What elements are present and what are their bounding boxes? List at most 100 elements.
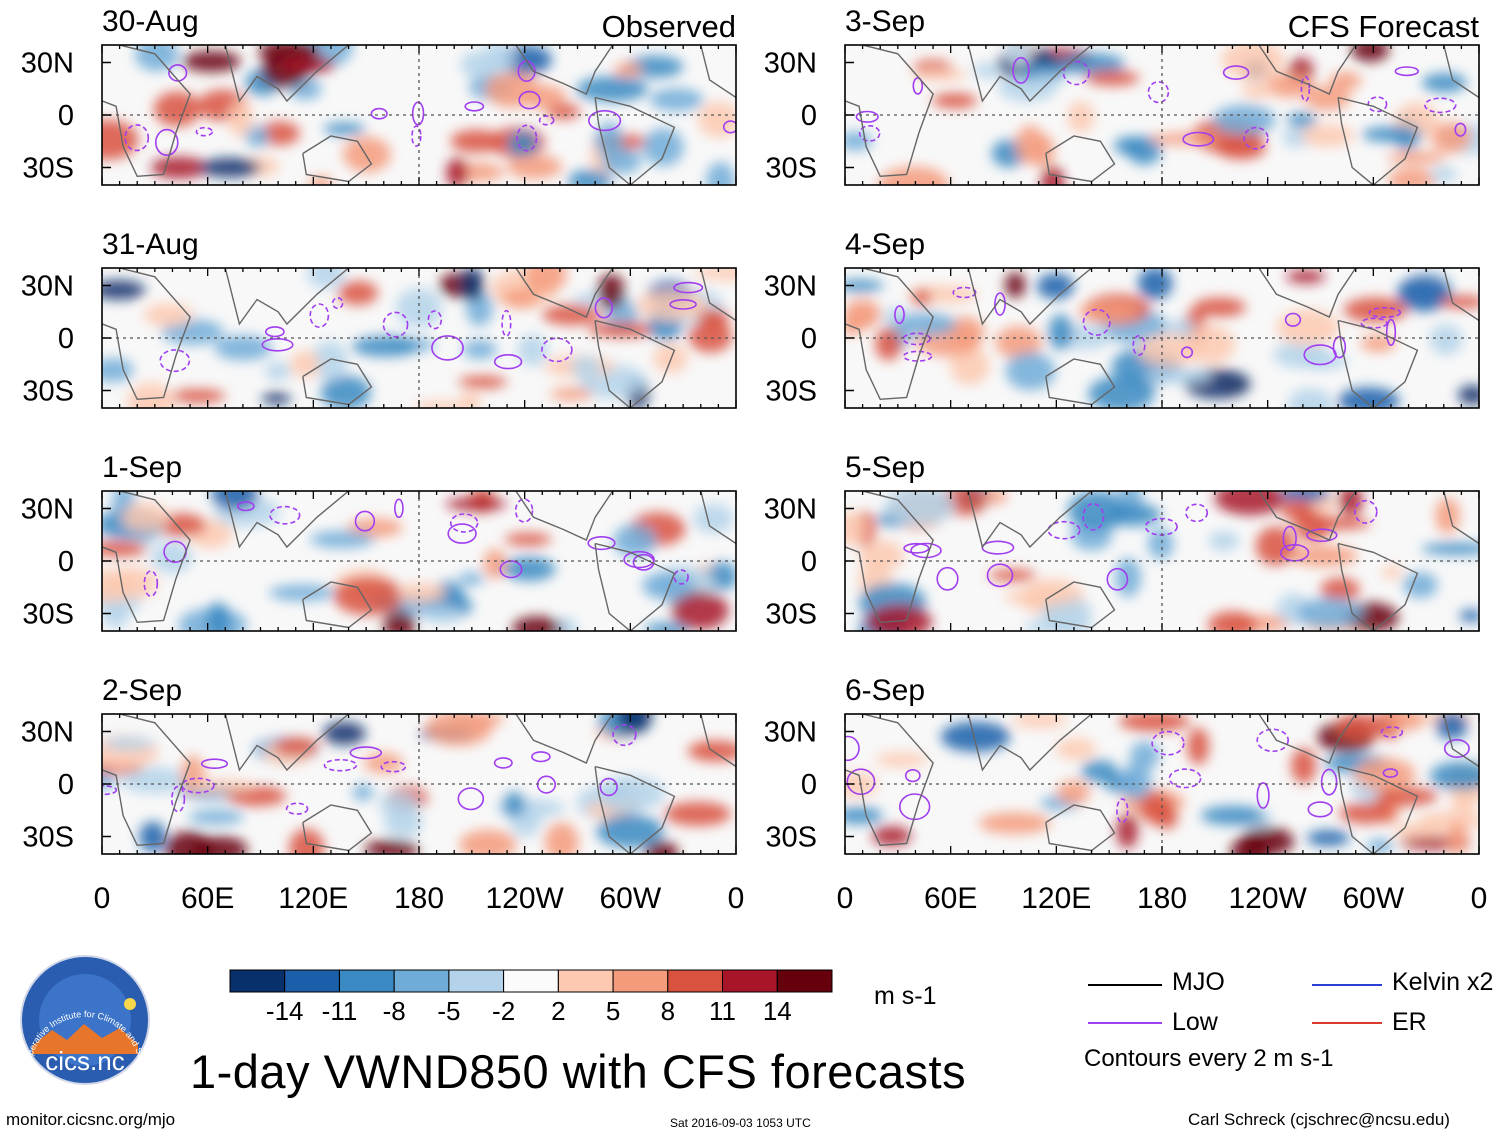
- anomaly-blob: [644, 622, 690, 631]
- low-contour: [380, 760, 407, 773]
- anomaly-blob: [121, 502, 170, 533]
- x-tick-label: 0: [94, 882, 111, 915]
- anomaly-blob: [153, 91, 201, 127]
- y-tick-label: 30N: [764, 48, 817, 80]
- panel-date-label: 5-Sep: [845, 451, 925, 484]
- anomaly-blob: [1208, 530, 1240, 552]
- coastline: [1045, 581, 1116, 629]
- anomaly-blob: [1387, 168, 1437, 185]
- anomaly-blob: [845, 511, 868, 546]
- anomaly-blob: [1296, 597, 1363, 630]
- anomaly-blob: [1187, 727, 1210, 765]
- low-contour: [1382, 768, 1399, 778]
- anomaly-blob: [932, 92, 978, 109]
- anomaly-blob: [1118, 714, 1190, 732]
- anomaly-blob: [214, 335, 272, 361]
- low-contour: [902, 332, 931, 346]
- y-tick-label: 30S: [765, 822, 817, 854]
- anomaly-blob: [866, 604, 932, 631]
- low-contour: [1182, 131, 1215, 147]
- anomaly-blob: [258, 121, 300, 146]
- coastline: [302, 581, 373, 629]
- low-contour: [1168, 768, 1202, 789]
- low-contour: [370, 107, 388, 120]
- low-contour: [261, 337, 294, 352]
- y-tick-label: 30S: [765, 153, 817, 185]
- anomaly-blob: [1041, 166, 1065, 185]
- anomaly-blob: [1446, 822, 1469, 854]
- low-contour: [1424, 97, 1457, 114]
- panel-0-2: [101, 490, 737, 632]
- footer-timestamp: Sat 2016-09-03 1053 UTC: [670, 1116, 811, 1130]
- low-contour: [447, 523, 477, 544]
- y-tick-label: 30N: [21, 494, 74, 526]
- y-tick-label: 30S: [22, 153, 74, 185]
- low-contour: [1256, 782, 1270, 809]
- anomaly-blob: [1421, 542, 1479, 555]
- legend-kelvin-line: [1312, 984, 1382, 986]
- wind-anomaly-field: [102, 491, 736, 631]
- coastline: [1337, 542, 1419, 631]
- anomaly-blob: [845, 279, 884, 292]
- anomaly-blob: [1088, 375, 1155, 408]
- low-contour: [1332, 336, 1347, 359]
- anomaly-blob: [1439, 295, 1479, 309]
- low-contour: [858, 124, 881, 142]
- panel-date-label: 2-Sep: [102, 674, 182, 707]
- coastline: [1045, 358, 1116, 406]
- anomaly-blob: [127, 382, 175, 408]
- anomaly-blob: [1287, 112, 1317, 128]
- low-contour: [541, 337, 573, 363]
- y-tick-label: 0: [801, 323, 817, 355]
- panel-1-3: [844, 713, 1480, 855]
- low-contour: [1062, 60, 1090, 86]
- anomaly-blob: [102, 119, 139, 160]
- x-tick-label: 60W: [1342, 882, 1404, 915]
- y-tick-label: 30S: [22, 599, 74, 631]
- colorbar-swatch: [667, 969, 723, 993]
- low-contour: [722, 120, 736, 134]
- anomaly-blob: [188, 809, 244, 825]
- legend-kelvin-label: Kelvin x2: [1392, 968, 1494, 996]
- colorbar: -14 -11 -8 -5 -2 2 5 8 11 14: [229, 969, 833, 1026]
- anomaly-blob: [1130, 741, 1160, 770]
- coastline: [594, 765, 676, 854]
- low-contour: [1320, 768, 1338, 796]
- anomaly-blob: [1339, 802, 1395, 824]
- anomaly-blob: [649, 88, 704, 112]
- anomaly-blob: [1308, 516, 1371, 530]
- anomaly-blob: [995, 326, 1042, 359]
- anomaly-blob: [1338, 491, 1364, 516]
- coastline: [102, 714, 191, 847]
- panel-date-label: 1-Sep: [102, 451, 182, 484]
- low-contour: [518, 90, 541, 110]
- anomaly-blob: [460, 391, 481, 408]
- anomaly-blob: [446, 157, 468, 185]
- y-tick-label: 0: [58, 546, 74, 578]
- anomaly-blob: [1430, 166, 1457, 183]
- coastline: [224, 714, 350, 772]
- anomaly-blob: [1369, 786, 1438, 807]
- low-contour: [855, 110, 879, 123]
- anomaly-blob: [1329, 71, 1362, 90]
- coastline: [967, 268, 1093, 326]
- anomaly-blob: [139, 821, 166, 853]
- anomaly-blob: [418, 605, 464, 623]
- anomaly-blob: [424, 714, 493, 746]
- anomaly-blob: [1081, 760, 1118, 783]
- anomaly-blob: [596, 814, 664, 849]
- low-contour: [155, 128, 179, 156]
- coastline: [1337, 765, 1419, 854]
- anomaly-blob: [1085, 70, 1140, 86]
- footer-url[interactable]: monitor.cicsnc.org/mjo: [6, 1110, 176, 1129]
- logo-text: cics.nc: [45, 1046, 124, 1076]
- anomaly-blob: [896, 312, 957, 337]
- y-tick-label: 30N: [764, 271, 817, 303]
- coastline: [102, 45, 191, 178]
- low-contour: [986, 563, 1014, 588]
- contour-layer: [855, 56, 1467, 150]
- low-contour: [1282, 525, 1297, 551]
- colorbar-swatch: [393, 969, 450, 993]
- legend-mjo-label: MJO: [1172, 968, 1225, 996]
- anomaly-blob: [342, 136, 391, 173]
